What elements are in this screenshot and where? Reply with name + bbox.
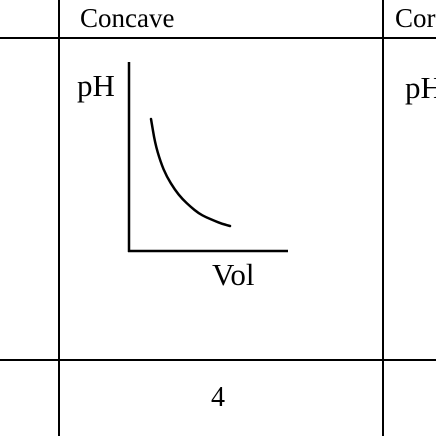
table-horizontal-line-top <box>0 37 436 39</box>
table-vertical-line-right <box>382 0 384 436</box>
x-axis-label: Vol <box>212 257 255 292</box>
row-number: 4 <box>211 382 225 413</box>
ph-curve <box>149 117 232 228</box>
y-axis-label-next: pH <box>405 70 436 105</box>
table-vertical-line-left <box>58 0 60 436</box>
table-horizontal-line-bottom <box>0 359 436 361</box>
column-header-next: Cor <box>395 3 436 33</box>
y-axis-label: pH <box>77 68 115 103</box>
column-header-concave: Concave <box>80 3 175 33</box>
